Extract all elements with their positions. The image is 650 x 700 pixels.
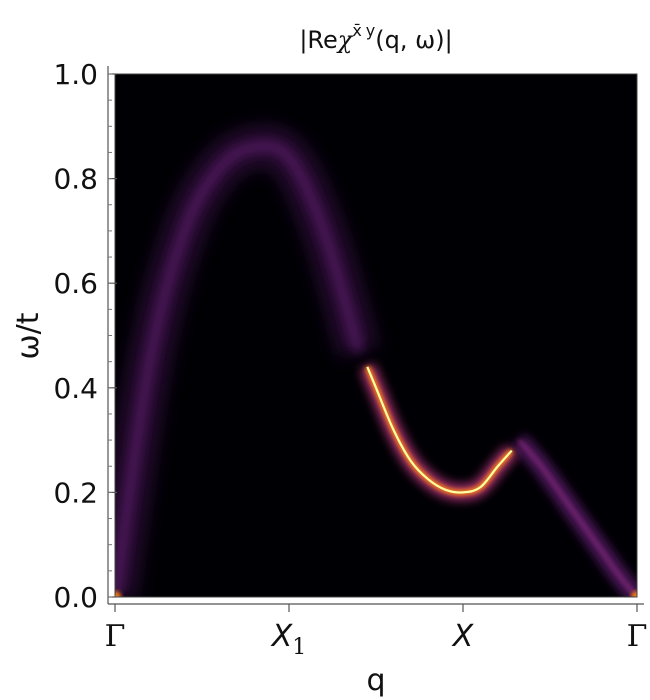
x-tick-label: Γ	[627, 619, 648, 654]
y-tick-label: 0.2	[53, 476, 98, 509]
y-tick-label: 0.8	[53, 163, 98, 196]
gamma-hotspot-2	[631, 591, 637, 597]
plot-background	[115, 74, 637, 597]
y-tick-label: 0.6	[53, 267, 98, 300]
x-tick-label: Γ	[105, 619, 126, 654]
y-axis-label: ω/t	[11, 312, 46, 359]
x-axis-label: q	[366, 663, 385, 698]
x-tick-label: X	[451, 619, 475, 654]
chart-title: |Reχx̄ y(q, ω)|	[299, 21, 452, 54]
plot-frame	[114, 73, 638, 598]
y-ticks: 0.0 0.2 0.4 0.6 0.8 1.0	[53, 58, 117, 614]
x-ticks: Γ X1 X Γ	[105, 604, 648, 660]
x-tick-label: X1	[270, 619, 307, 660]
y-tick-label: 1.0	[53, 58, 98, 91]
y-tick-label: 0.0	[53, 581, 98, 614]
bright-branch-core	[366, 366, 513, 494]
heatmap-layer	[115, 126, 637, 597]
dim-tail-core	[517, 439, 637, 597]
y-tick-label: 0.4	[53, 372, 98, 405]
gamma-hotspot-1	[115, 591, 121, 597]
dim-arch-line	[115, 141, 364, 597]
